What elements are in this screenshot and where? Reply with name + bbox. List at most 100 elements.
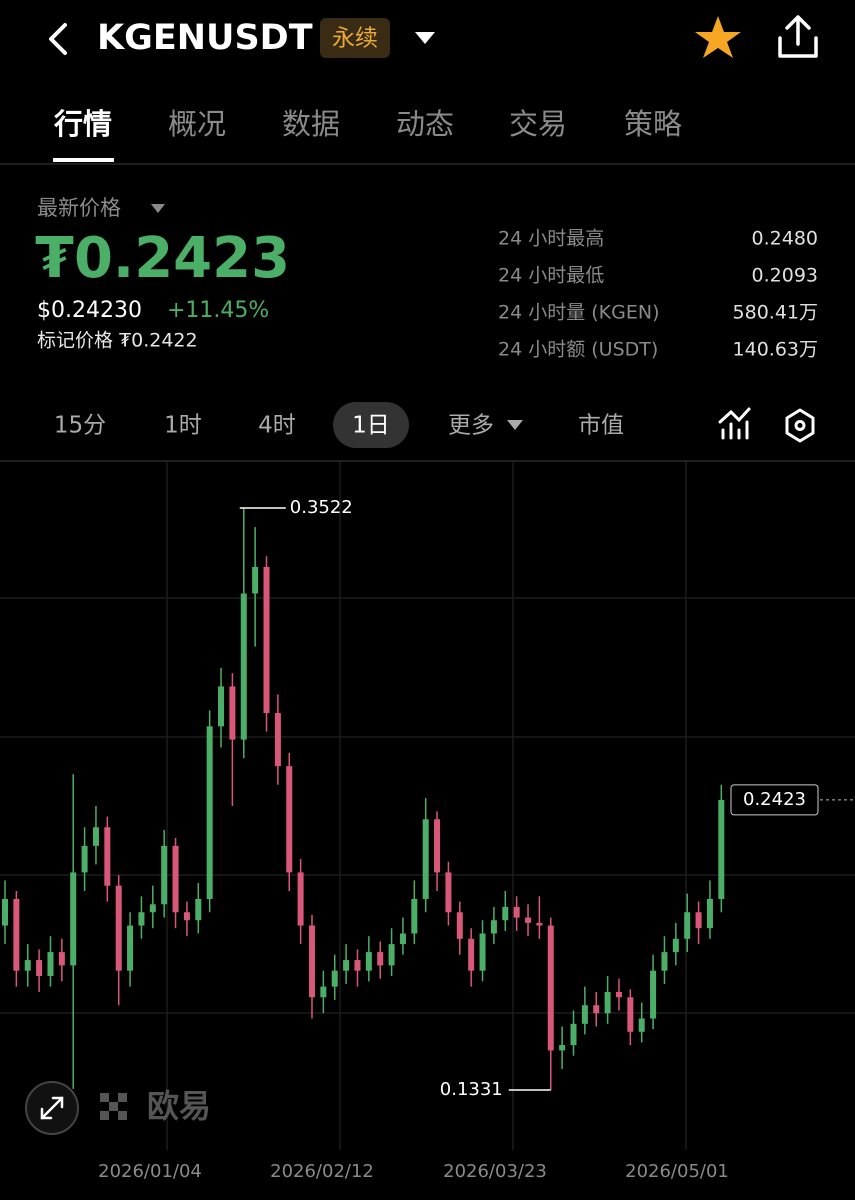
- candle-body: [172, 845, 179, 913]
- candle-body: [672, 938, 679, 953]
- price-dropdown[interactable]: [151, 204, 165, 213]
- usd-price: $0.24230: [37, 298, 142, 323]
- interval[interactable]: 1日: [352, 413, 390, 439]
- candle-body: [297, 872, 304, 926]
- x-label: 2026/03/23: [443, 1161, 547, 1182]
- grid: [0, 462, 855, 1150]
- high-marker: 0.3522: [290, 497, 353, 518]
- interval[interactable]: 1时: [164, 413, 202, 439]
- interval[interactable]: 市值: [578, 413, 624, 439]
- candle-body: [183, 912, 190, 921]
- interval[interactable]: 更多: [448, 413, 494, 439]
- candle-body: [513, 906, 520, 918]
- candle-body: [445, 872, 452, 913]
- candle-body: [411, 898, 418, 934]
- candle-body: [331, 970, 338, 987]
- candle-body: [422, 819, 429, 899]
- x-label: 2026/02/12: [270, 1161, 374, 1182]
- badge-bg: [320, 18, 390, 58]
- stat-value: 580.41万: [733, 302, 818, 324]
- tab[interactable]: 概况: [168, 107, 226, 141]
- candle-body: [36, 960, 43, 977]
- candle-body: [13, 898, 20, 971]
- price-label[interactable]: 最新价格: [37, 196, 121, 220]
- stat-label: 24 小时最低: [498, 265, 604, 287]
- candle-body: [206, 726, 213, 899]
- candle-body: [593, 1005, 600, 1014]
- candle-body: [638, 1018, 645, 1032]
- candle-body: [320, 986, 327, 998]
- candle-body: [286, 766, 293, 873]
- candle-body: [502, 906, 509, 921]
- candle-body: [388, 944, 395, 966]
- candle-body: [104, 827, 111, 886]
- candle-body: [536, 922, 543, 926]
- back-button[interactable]: [49, 23, 67, 55]
- candle-body: [718, 799, 725, 899]
- candle-body: [468, 938, 475, 971]
- symbol-dropdown[interactable]: [415, 32, 435, 44]
- favorite-star[interactable]: [695, 16, 741, 58]
- candle-body: [615, 991, 622, 998]
- candle-body: [240, 593, 247, 740]
- candle-body: [195, 898, 202, 921]
- candle-body: [684, 912, 691, 939]
- candle-body: [547, 925, 554, 1051]
- interval[interactable]: 15分: [54, 413, 106, 439]
- badge: 永续: [332, 26, 378, 52]
- more-dropdown[interactable]: [507, 420, 523, 430]
- tab[interactable]: 动态: [396, 107, 454, 141]
- candle-body: [525, 917, 532, 923]
- settings-button[interactable]: [785, 408, 815, 443]
- tab[interactable]: 交易: [509, 107, 567, 141]
- tab[interactable]: 策略: [624, 107, 682, 141]
- tab-underline: [53, 158, 114, 162]
- candle-body: [58, 952, 65, 966]
- candle-body: [263, 566, 270, 714]
- candle-body: [354, 960, 361, 971]
- candle-body: [479, 933, 486, 971]
- symbol-title[interactable]: KGENUSDT: [97, 18, 313, 58]
- candle-body: [695, 912, 702, 929]
- candle-body: [308, 925, 315, 998]
- candle-body: [81, 845, 88, 873]
- x-label: 2026/01/04: [98, 1161, 202, 1182]
- price-change: +11.45%: [167, 298, 269, 323]
- stat-value: 140.63万: [733, 339, 818, 361]
- candle-body: [274, 713, 281, 767]
- expand-icon: [40, 1096, 64, 1120]
- stat-value: 0.2093: [752, 265, 818, 287]
- tab[interactable]: 数据: [282, 107, 340, 141]
- candle-body: [434, 819, 441, 873]
- interval-selected-bg: [333, 402, 409, 448]
- candle-body: [581, 1005, 588, 1024]
- candle-body: [218, 686, 225, 727]
- tab[interactable]: 行情: [53, 107, 112, 141]
- candle-body: [343, 960, 350, 971]
- stat-value: 0.2480: [752, 228, 818, 250]
- indicator-button[interactable]: [718, 407, 751, 440]
- x-label: 2026/05/01: [625, 1161, 729, 1182]
- last-price: ₮0.2423: [35, 226, 290, 291]
- stat-label: 24 小时最高: [498, 228, 604, 250]
- watermark: 欧易: [147, 1087, 211, 1125]
- last-price-box: [730, 784, 819, 816]
- interval[interactable]: 4时: [258, 413, 296, 439]
- candle-body: [252, 566, 259, 594]
- candle-body: [92, 827, 99, 846]
- candle-body: [661, 952, 668, 971]
- candle-body: [559, 1045, 566, 1051]
- share-button[interactable]: [778, 15, 818, 58]
- candle-body: [115, 885, 122, 971]
- candle-body: [570, 1023, 577, 1046]
- stat-label: 24 小时额 (USDT): [498, 339, 658, 361]
- candle-body: [604, 991, 611, 1014]
- low-marker: 0.1331: [440, 1079, 503, 1100]
- candle-body: [149, 904, 156, 913]
- candle-body: [377, 952, 384, 966]
- candle-body: [650, 970, 657, 1019]
- candle-body: [70, 872, 77, 966]
